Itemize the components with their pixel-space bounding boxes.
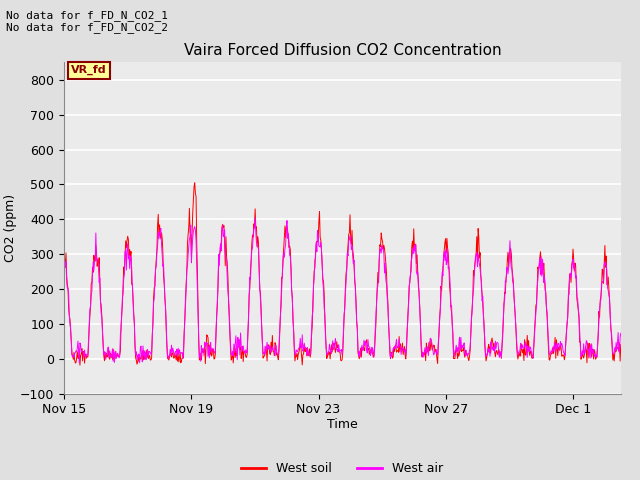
West soil [76,362,84,368]
West air [202,340,210,346]
Line: West soil: West soil [64,183,621,365]
West soil [191,180,198,186]
West air [617,330,625,336]
West soil [300,351,307,357]
X-axis label: Time: Time [327,418,358,431]
Text: VR_fd: VR_fd [71,65,107,75]
West air [300,346,307,352]
West air [375,272,383,277]
West soil [60,254,68,260]
West soil [203,332,211,338]
West soil [375,279,383,285]
Legend: West soil, West air: West soil, West air [236,457,449,480]
West soil [436,305,444,311]
Y-axis label: CO2 (ppm): CO2 (ppm) [4,194,17,262]
West soil [617,342,625,348]
West soil [340,333,348,339]
West air [372,313,380,319]
West air [340,329,348,335]
West soil [372,321,380,326]
West air [76,360,83,366]
West air [60,260,68,265]
Line: West air: West air [64,218,621,363]
West air [252,215,259,221]
Title: Vaira Forced Diffusion CO2 Concentration: Vaira Forced Diffusion CO2 Concentration [184,44,501,59]
West air [436,308,444,314]
Text: No data for f_FD_N_CO2_1
No data for f_FD_N_CO2_2: No data for f_FD_N_CO2_1 No data for f_F… [6,10,168,33]
